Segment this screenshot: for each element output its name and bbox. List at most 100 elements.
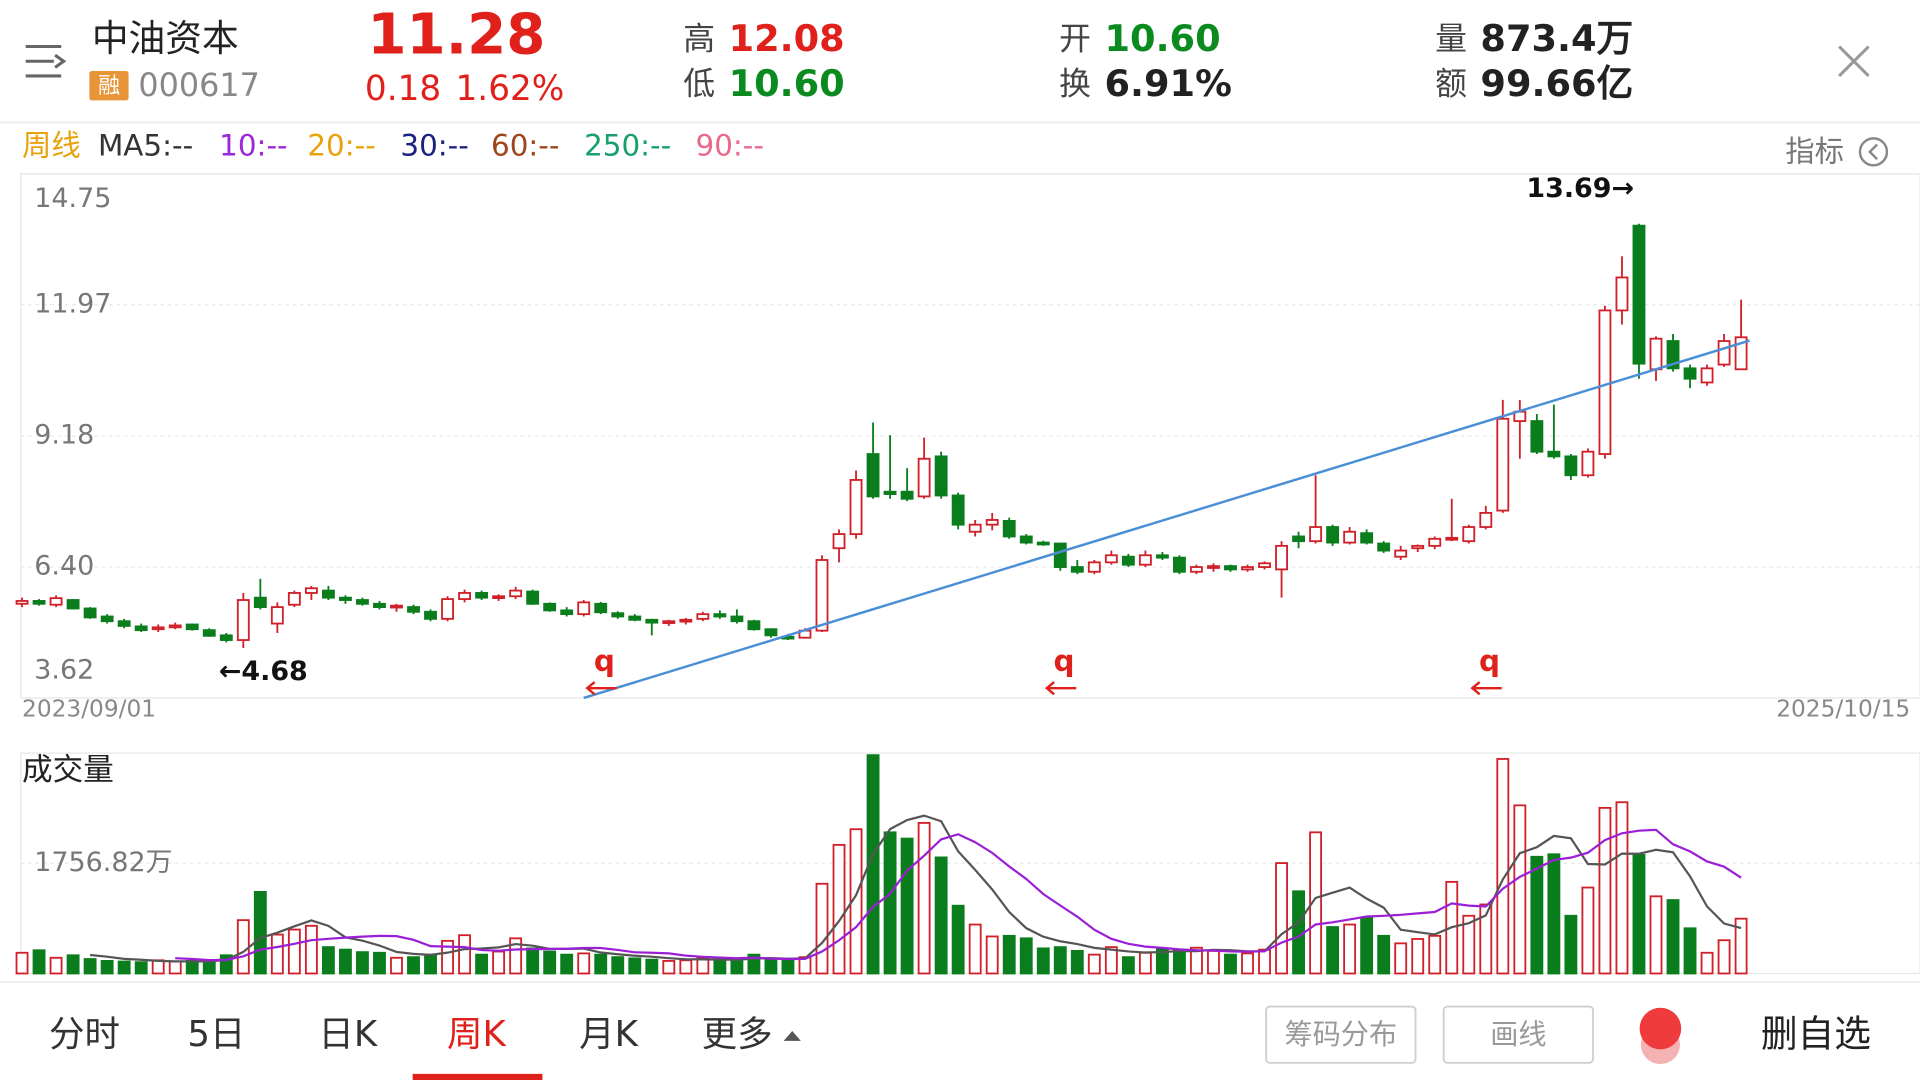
- candle-body: [679, 618, 693, 623]
- candle-body: [509, 589, 523, 598]
- volume-bar: [1615, 801, 1629, 975]
- candle-body: [1241, 566, 1254, 571]
- volume-bar: [560, 953, 574, 975]
- stat-label: 开: [1059, 19, 1091, 57]
- volume-bar: [1104, 946, 1118, 975]
- signal-arrow: [1470, 681, 1502, 696]
- volume-bar: [951, 904, 965, 975]
- candle-body: [1649, 337, 1663, 371]
- candle-body: [253, 596, 267, 608]
- candle-body: [202, 629, 216, 637]
- candle-body: [526, 590, 540, 605]
- stat-value: 873.4万: [1480, 17, 1633, 60]
- volume-bar: [15, 951, 29, 975]
- candle-body: [1207, 565, 1220, 569]
- period-tab[interactable]: 周K: [447, 1014, 508, 1055]
- volume-bar: [424, 953, 437, 975]
- signal-marker: q: [1479, 644, 1500, 678]
- candle-body: [407, 606, 420, 613]
- candle-body: [832, 533, 846, 550]
- volume-ma-line: [175, 828, 1742, 962]
- signal-marker: q: [594, 644, 615, 678]
- stat-label: 换: [1059, 65, 1091, 103]
- stock-name: 中油资本: [92, 17, 239, 60]
- candle-body: [49, 597, 63, 606]
- candle-body: [968, 523, 982, 533]
- volume-bar: [509, 937, 523, 975]
- indicator-icon[interactable]: [1858, 137, 1889, 167]
- period-tab[interactable]: 5日: [187, 1014, 245, 1055]
- menu-icon[interactable]: [25, 45, 67, 78]
- candle-body: [1138, 554, 1152, 566]
- volume-bar: [407, 956, 420, 975]
- close-button[interactable]: [1838, 45, 1870, 78]
- period-tab[interactable]: 月K: [579, 1014, 640, 1055]
- candle-body: [1360, 532, 1374, 544]
- volume-bar: [1581, 886, 1595, 975]
- volume-bar: [866, 754, 880, 975]
- volume-bar: [83, 958, 97, 975]
- volume-bar: [1411, 938, 1425, 975]
- period-tab[interactable]: 日K: [318, 1014, 379, 1055]
- candle-body: [1734, 336, 1748, 371]
- volume-bar: [219, 954, 233, 975]
- candle-body: [475, 592, 489, 599]
- active-tab-underline: [412, 1073, 543, 1080]
- stat-label: 低: [683, 65, 715, 103]
- indicator-button[interactable]: 指标: [1785, 135, 1844, 169]
- volume-bar: [730, 960, 744, 975]
- start-date: 2023/09/01: [22, 696, 156, 723]
- volume-bar: [849, 828, 863, 975]
- volume-bar: [1190, 946, 1203, 975]
- candle-body: [985, 519, 999, 526]
- candle-body: [1224, 565, 1237, 571]
- volume-bar: [662, 960, 676, 975]
- candle-body: [270, 606, 284, 625]
- record-button[interactable]: [1639, 1007, 1682, 1050]
- candle-body: [1530, 420, 1544, 453]
- volume-bar: [832, 843, 846, 975]
- volume-bar: [628, 957, 642, 975]
- change: 0.18: [365, 69, 441, 109]
- volume-tick-label: 1756.82万: [34, 847, 172, 878]
- y-tick-label: 6.40: [34, 551, 94, 582]
- signal-marker: q: [1053, 644, 1074, 678]
- candle-body: [1053, 542, 1067, 568]
- candle-body: [713, 613, 727, 618]
- candle-body: [1326, 526, 1340, 544]
- volume-bar: [1496, 758, 1510, 975]
- volume-bar: [679, 959, 693, 975]
- period-tab[interactable]: 更多: [702, 1014, 773, 1055]
- candle-body: [662, 620, 676, 624]
- volume-bar: [339, 948, 352, 975]
- candle-body: [951, 494, 965, 526]
- candle-body: [151, 626, 165, 631]
- candle-body: [1292, 535, 1305, 543]
- volume-bar: [1275, 862, 1288, 975]
- candle-body: [1173, 556, 1186, 573]
- volume-bar: [458, 934, 471, 975]
- volume-bar: [287, 928, 301, 975]
- draw-button[interactable]: [1442, 1005, 1594, 1064]
- volume-bar: [1734, 917, 1748, 975]
- candle-body: [934, 455, 948, 497]
- volume-bar: [1309, 831, 1323, 975]
- candle-body: [1717, 340, 1731, 366]
- volume-bar: [1394, 942, 1408, 975]
- candle-body: [1700, 367, 1714, 384]
- candle-body: [1496, 417, 1510, 512]
- candle-body: [1581, 450, 1595, 477]
- volume-bar: [270, 933, 284, 975]
- signal-arrow: [1044, 681, 1077, 696]
- volume-bar: [1717, 939, 1731, 975]
- stat-value: 6.91%: [1104, 62, 1231, 105]
- volume-bar: [492, 950, 506, 975]
- volume-bar: [1121, 956, 1135, 975]
- remove-watchlist[interactable]: 删自选: [1761, 1012, 1871, 1055]
- volume-bar: [1683, 927, 1697, 975]
- volume-bar: [1053, 946, 1067, 975]
- volume-bar: [543, 950, 557, 975]
- period-tab[interactable]: 分时: [49, 1014, 120, 1055]
- volume-bar: [1258, 948, 1271, 975]
- chip-button[interactable]: [1265, 1005, 1417, 1064]
